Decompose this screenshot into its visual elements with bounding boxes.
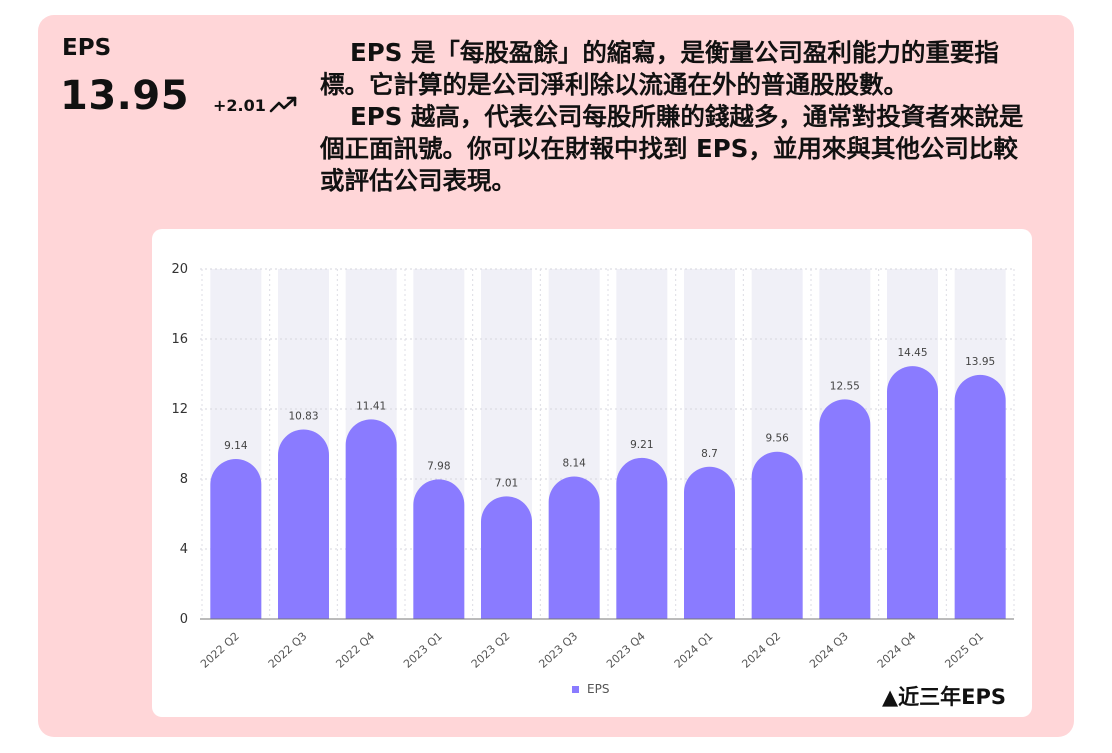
bar-value-label: 8.7 bbox=[701, 448, 718, 460]
eps-bar bbox=[481, 496, 532, 619]
eps-bar bbox=[345, 419, 397, 619]
y-tick-label: 8 bbox=[180, 472, 188, 487]
x-tick-label: 2022 Q2 bbox=[198, 630, 242, 671]
bar-value-label: 14.45 bbox=[897, 347, 927, 359]
y-tick-label: 20 bbox=[171, 262, 188, 277]
eps-delta-value: +2.01 bbox=[213, 95, 266, 115]
x-tick-label: 2025 Q1 bbox=[942, 630, 986, 671]
eps-bar bbox=[413, 479, 465, 619]
bar-value-label: 12.55 bbox=[830, 380, 860, 392]
y-tick-label: 16 bbox=[171, 332, 188, 347]
eps-label: EPS bbox=[62, 35, 112, 61]
x-tick-label: 2024 Q1 bbox=[672, 630, 716, 671]
bar-value-label: 8.14 bbox=[562, 458, 586, 470]
eps-bar-chart: 0 4 8 12 16 20 9.14 10.83 11.41 7.98 7.01 8.14 9.21 8… bbox=[171, 262, 1015, 671]
description-paragraph-2: EPS 越高，代表公司每股所賺的錢越多，通常對投資者來說是個正面訊號。你可以在財… bbox=[320, 102, 1024, 195]
eps-bar bbox=[887, 366, 938, 619]
x-tick-label: 2024 Q3 bbox=[807, 630, 851, 671]
y-tick-label: 4 bbox=[180, 542, 188, 557]
eps-delta: +2.01 bbox=[213, 95, 299, 115]
eps-bar bbox=[616, 457, 668, 619]
eps-card: EPS 13.95 +2.01 EPS 是「每股盈餘」的縮寫，是衡量公司盈利能力… bbox=[38, 15, 1074, 737]
x-tick-label: 2024 Q4 bbox=[875, 630, 919, 671]
chart-legend[interactable]: EPS bbox=[572, 682, 609, 696]
eps-description: EPS 是「每股盈餘」的縮寫，是衡量公司盈利能力的重要指標。它計算的是公司淨利除… bbox=[320, 37, 1040, 197]
bar-value-label: 13.95 bbox=[965, 356, 995, 368]
chart-caption: ▲近三年EPS bbox=[881, 685, 1006, 709]
eps-bar bbox=[548, 476, 600, 619]
eps-bar bbox=[684, 466, 735, 619]
trending-up-icon bbox=[269, 96, 297, 113]
eps-bar bbox=[210, 459, 262, 619]
x-tick-label: 2023 Q2 bbox=[469, 630, 513, 671]
bar-value-label: 10.83 bbox=[288, 410, 318, 422]
x-tick-label: 2022 Q4 bbox=[333, 630, 377, 671]
eps-bar bbox=[819, 399, 871, 619]
x-tick-label: 2022 Q3 bbox=[266, 630, 310, 671]
y-tick-label: 0 bbox=[180, 612, 188, 627]
x-tick-label: 2023 Q4 bbox=[604, 630, 648, 671]
chart-panel: 0 4 8 12 16 20 9.14 10.83 11.41 7.98 7.01 8.14 9.21 8… bbox=[152, 229, 1032, 717]
eps-bar bbox=[954, 374, 1006, 619]
legend-label: EPS bbox=[587, 682, 610, 696]
bar-value-label: 11.41 bbox=[356, 400, 386, 412]
y-tick-label: 12 bbox=[171, 402, 188, 417]
bar-value-label: 9.14 bbox=[224, 440, 248, 452]
legend-swatch bbox=[572, 685, 579, 693]
description-paragraph-1: EPS 是「每股盈餘」的縮寫，是衡量公司盈利能力的重要指標。它計算的是公司淨利除… bbox=[320, 38, 999, 99]
x-tick-label: 2024 Q2 bbox=[739, 630, 783, 671]
bar-value-label: 7.98 bbox=[427, 460, 450, 472]
bar-value-label: 9.21 bbox=[630, 439, 653, 451]
eps-value: 13.95 bbox=[60, 73, 190, 119]
x-tick-label: 2023 Q1 bbox=[401, 630, 445, 671]
bar-value-label: 7.01 bbox=[495, 477, 518, 489]
x-tick-label: 2023 Q3 bbox=[536, 630, 580, 671]
bar-value-label: 9.56 bbox=[765, 433, 789, 445]
eps-bar bbox=[278, 429, 329, 619]
eps-bar bbox=[751, 451, 803, 619]
